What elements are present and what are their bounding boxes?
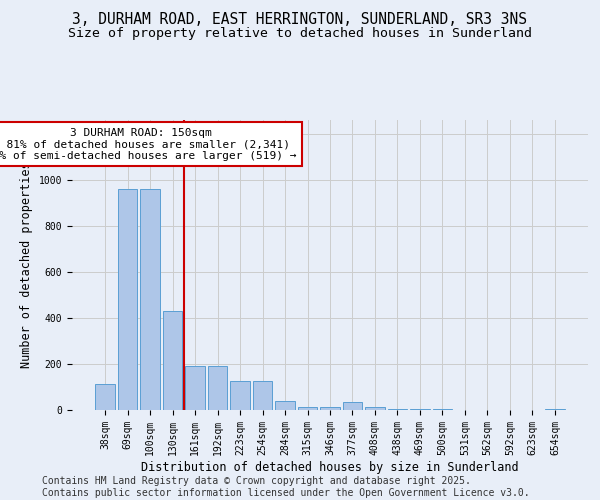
Bar [275, 401, 295, 410]
Bar [320, 406, 340, 410]
Bar [230, 381, 250, 410]
Bar [410, 409, 430, 410]
Text: Contains HM Land Registry data © Crown copyright and database right 2025.
Contai: Contains HM Land Registry data © Crown c… [42, 476, 530, 498]
Text: Size of property relative to detached houses in Sunderland: Size of property relative to detached ho… [68, 28, 532, 40]
Bar [343, 402, 362, 410]
Bar [185, 366, 205, 410]
Bar [433, 409, 452, 410]
Bar [208, 366, 227, 410]
Y-axis label: Number of detached properties: Number of detached properties [20, 162, 33, 368]
Bar [253, 381, 272, 410]
Bar [388, 409, 407, 410]
Bar [298, 406, 317, 410]
Bar [118, 189, 137, 410]
Text: 3 DURHAM ROAD: 150sqm
← 81% of detached houses are smaller (2,341)
18% of semi-d: 3 DURHAM ROAD: 150sqm ← 81% of detached … [0, 128, 296, 161]
Bar [163, 311, 182, 410]
Bar [140, 189, 160, 410]
Bar [545, 409, 565, 410]
Text: 3, DURHAM ROAD, EAST HERRINGTON, SUNDERLAND, SR3 3NS: 3, DURHAM ROAD, EAST HERRINGTON, SUNDERL… [73, 12, 527, 28]
X-axis label: Distribution of detached houses by size in Sunderland: Distribution of detached houses by size … [141, 460, 519, 473]
Bar [95, 384, 115, 410]
Bar [365, 406, 385, 410]
